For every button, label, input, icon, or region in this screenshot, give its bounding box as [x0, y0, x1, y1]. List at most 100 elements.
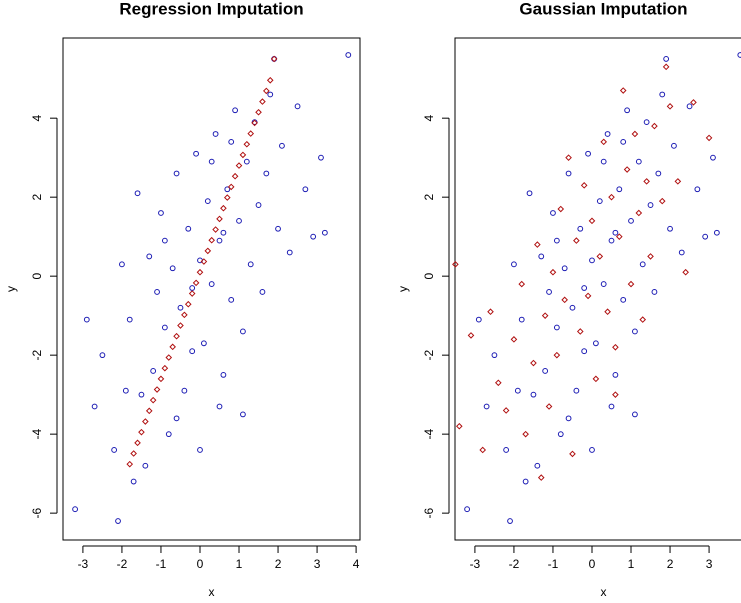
point	[72, 506, 78, 513]
y-tick-label: 0	[422, 273, 436, 280]
point	[192, 279, 200, 287]
point	[255, 108, 262, 116]
point	[576, 328, 584, 335]
point	[542, 368, 549, 374]
point	[479, 446, 487, 454]
point	[658, 197, 666, 205]
y-tick-label: -4	[422, 428, 436, 439]
point	[142, 462, 149, 469]
point	[619, 87, 627, 94]
point	[270, 55, 278, 63]
point	[639, 316, 647, 323]
point	[553, 324, 560, 331]
point	[537, 474, 545, 481]
x-tick-label: 4	[353, 557, 360, 571]
point	[259, 98, 266, 105]
point	[247, 261, 254, 268]
plot: Regression Imputation -3 -2 -1 0 1 2 3 4 x -6 -4 -2 0…	[4, 0, 361, 599]
point	[467, 332, 475, 339]
point	[534, 462, 541, 469]
point	[169, 343, 176, 351]
x-tick-label: -2	[117, 557, 128, 571]
point	[667, 225, 673, 232]
point	[581, 285, 588, 291]
point	[573, 387, 580, 394]
point	[138, 428, 145, 436]
point	[220, 229, 227, 236]
point	[130, 450, 137, 457]
point	[177, 322, 184, 329]
point	[624, 107, 631, 114]
point	[596, 253, 604, 260]
point	[138, 391, 145, 398]
point	[600, 158, 607, 165]
point	[240, 411, 246, 418]
point	[612, 372, 619, 378]
point	[255, 202, 262, 208]
point	[592, 340, 599, 347]
point	[710, 154, 716, 161]
point	[321, 229, 328, 236]
point	[643, 178, 650, 185]
point	[530, 391, 537, 398]
y-axis-label: y	[396, 286, 410, 292]
point	[197, 447, 203, 453]
point	[452, 261, 459, 268]
point	[220, 372, 227, 378]
point	[142, 418, 149, 425]
point	[635, 209, 643, 217]
point	[212, 131, 219, 137]
point	[240, 328, 246, 335]
point	[208, 236, 216, 244]
point	[682, 268, 689, 276]
point	[483, 403, 490, 410]
point	[694, 186, 701, 193]
point	[134, 439, 141, 447]
point	[705, 134, 713, 142]
point	[604, 308, 611, 316]
point	[235, 162, 243, 169]
point	[522, 430, 529, 438]
point	[302, 186, 309, 193]
point	[737, 52, 741, 58]
point	[510, 336, 518, 343]
point	[216, 403, 223, 410]
point	[600, 281, 607, 287]
point	[130, 478, 137, 485]
point	[608, 237, 615, 244]
point	[565, 415, 572, 422]
plot-frame	[454, 37, 741, 541]
point	[99, 352, 106, 359]
point	[181, 387, 188, 394]
point	[545, 403, 553, 410]
point	[581, 348, 588, 355]
point	[620, 296, 627, 303]
point	[678, 249, 685, 256]
point	[464, 506, 470, 513]
point	[228, 138, 235, 145]
point	[585, 150, 591, 157]
point	[153, 386, 161, 393]
x-tick-label: 1	[628, 557, 635, 571]
point	[495, 379, 502, 387]
point	[580, 182, 588, 189]
point	[236, 217, 242, 224]
point	[220, 204, 227, 212]
point	[223, 194, 231, 201]
point	[589, 257, 595, 264]
point	[659, 91, 666, 98]
point	[126, 460, 134, 468]
point	[161, 364, 169, 372]
point	[318, 154, 324, 161]
point	[266, 76, 274, 84]
x-tick-label: 2	[667, 557, 674, 571]
point	[550, 210, 556, 216]
x-tick-label: -1	[548, 557, 559, 571]
point	[247, 130, 255, 137]
y-tick-label: -2	[30, 349, 44, 360]
x-tick-label: 1	[236, 557, 243, 571]
point	[526, 190, 533, 197]
point	[196, 268, 204, 276]
point	[522, 478, 529, 485]
